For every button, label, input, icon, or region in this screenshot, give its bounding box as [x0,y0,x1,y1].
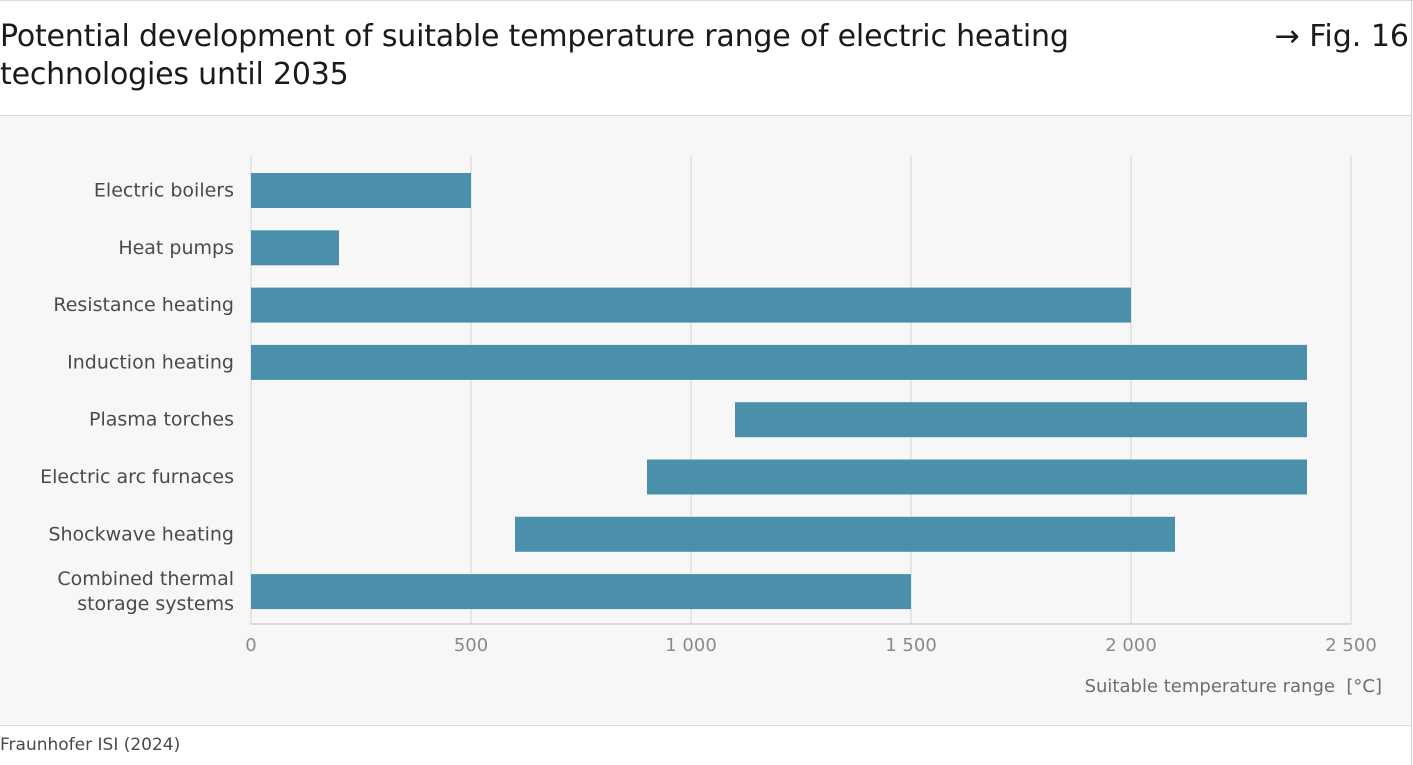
x-tick-label: 2 500 [1325,635,1377,656]
range-bar [251,574,911,610]
x-tick-label: 500 [454,635,488,656]
category-label: Electric boilers [94,180,234,202]
figure-reference: → Fig. 16 [1274,19,1409,54]
chart-title: Potential development of suitable temper… [0,19,1069,92]
range-bar [251,230,339,266]
top-divider [0,0,1413,1]
category-label: Heat pumps [118,237,234,259]
category-label: Induction heating [67,351,234,373]
range-bar [735,402,1307,438]
range-bar [515,516,1175,552]
range-bar-chart: 0 500 1 000 1 500 2 000 2 500 Suitable tempera… [40,156,1382,697]
x-tick-label: 1 000 [665,635,717,656]
category-label: Combined thermal [57,568,234,590]
x-axis-label: Suitable temperature range [°C] [1085,676,1382,697]
category-label: Electric arc furnaces [40,466,234,488]
category-label: Plasma torches [89,409,234,431]
range-bar [251,344,1307,380]
x-tick-label: 1 500 [885,635,937,656]
range-bar [251,287,1131,323]
range-bar [251,173,471,208]
category-label: storage systems [77,593,234,615]
source-note: Fraunhofer ISI (2024) [0,735,181,755]
range-bar [647,459,1307,495]
chart-panel: 0 500 1 000 1 500 2 000 2 500 Suitable tempera… [0,115,1411,726]
category-label: Resistance heating [53,294,234,316]
x-tick-label: 2 000 [1105,635,1157,656]
right-divider [1411,0,1412,765]
x-tick-label: 0 [245,635,256,656]
category-label: Shockwave heating [48,523,234,545]
